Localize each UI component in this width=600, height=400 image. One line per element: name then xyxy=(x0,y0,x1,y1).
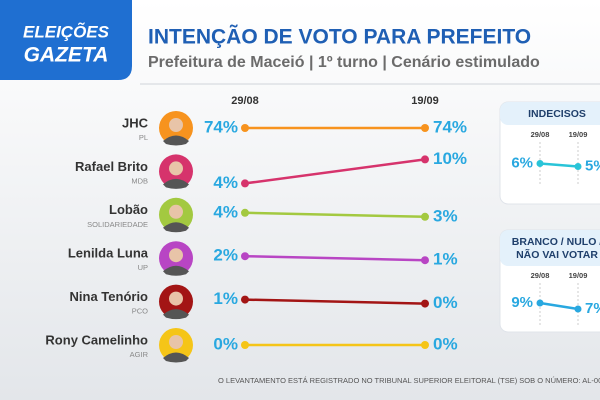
candidate-party: MDB xyxy=(131,176,148,185)
slope-line xyxy=(244,211,426,219)
value-label: 2% xyxy=(213,246,238,265)
candidate-party: AGIR xyxy=(130,350,149,359)
point xyxy=(241,341,249,349)
date-label: 19/09 xyxy=(411,95,439,107)
date-label: 29/08 xyxy=(231,95,259,107)
candidate-name: Rafael Brito xyxy=(75,159,148,174)
point xyxy=(241,179,249,188)
date-label: 29/08 xyxy=(531,130,550,139)
point xyxy=(536,299,544,307)
avatar-body xyxy=(163,309,189,320)
value-label: 0% xyxy=(213,334,238,353)
point xyxy=(241,295,249,304)
avatar-head xyxy=(169,161,183,176)
point xyxy=(421,341,429,349)
avatar-body xyxy=(163,135,189,146)
value-label: 10% xyxy=(433,149,467,168)
point xyxy=(241,208,249,217)
value-label: 0% xyxy=(433,293,458,312)
point xyxy=(421,124,429,132)
panel-title: NÃO VAI VOTAR xyxy=(516,248,598,261)
candidate-name: Nina Tenório xyxy=(70,289,149,304)
slope-line xyxy=(244,254,426,262)
value-label: 3% xyxy=(433,206,458,225)
candidate-party: PL xyxy=(139,133,148,142)
title: INTENÇÃO DE VOTO PARA PREFEITO xyxy=(148,26,531,49)
panel-line xyxy=(539,162,579,168)
value-label: 4% xyxy=(213,173,238,192)
date-label: 19/09 xyxy=(569,130,588,139)
footer: O LEVANTAMENTO ESTÁ REGISTRADO NO TRIBUN… xyxy=(218,376,600,385)
avatar-head xyxy=(169,204,183,219)
candidate-party: PCO xyxy=(132,307,148,316)
avatar-head xyxy=(169,291,183,306)
brand-box xyxy=(0,0,132,80)
value-label: 5% xyxy=(585,157,600,174)
avatar-body xyxy=(163,178,189,189)
value-label: 9% xyxy=(511,294,533,311)
point xyxy=(421,155,429,164)
panel-title-bar xyxy=(500,230,600,266)
candidate-name: JHC xyxy=(122,115,149,130)
value-label: 74% xyxy=(204,117,238,136)
value-label: 6% xyxy=(511,154,533,171)
candidate-name: Lobão xyxy=(109,202,148,217)
point xyxy=(241,124,249,132)
candidate-name: Rony Camelinho xyxy=(45,332,148,347)
avatar-body xyxy=(163,222,189,233)
candidate-party: UP xyxy=(138,263,148,272)
point xyxy=(421,299,429,308)
avatar-head xyxy=(169,335,183,349)
panel-title: BRANCO / NULO / xyxy=(512,236,600,248)
point xyxy=(421,212,429,221)
slope-line xyxy=(244,298,426,305)
brand-top: ELEIÇÕES xyxy=(23,21,110,41)
brand-bottom: GAZETA xyxy=(24,44,109,67)
point xyxy=(574,163,582,170)
value-label: 1% xyxy=(213,289,238,308)
value-label: 4% xyxy=(213,202,238,221)
avatar-head xyxy=(169,118,183,132)
panel-title-bar xyxy=(500,102,600,125)
point xyxy=(241,252,249,261)
avatar-body xyxy=(163,352,189,363)
candidate-name: Lenilda Luna xyxy=(68,246,149,261)
value-label: 7% xyxy=(585,300,600,317)
date-label: 29/08 xyxy=(531,271,550,280)
panel-title: INDECISOS xyxy=(528,108,586,120)
point xyxy=(421,256,429,265)
value-label: 74% xyxy=(433,117,467,136)
avatar-body xyxy=(163,265,189,276)
candidate-party: SOLIDARIEDADE xyxy=(87,220,148,229)
slope-line xyxy=(244,158,426,185)
point xyxy=(536,160,544,167)
point xyxy=(574,305,582,313)
value-label: 0% xyxy=(433,334,458,353)
value-label: 1% xyxy=(433,250,458,269)
avatar-head xyxy=(169,248,183,263)
date-label: 19/09 xyxy=(569,271,588,280)
panel-line xyxy=(539,301,579,311)
subtitle: Prefeitura de Maceió | 1º turno | Cenári… xyxy=(148,54,540,71)
